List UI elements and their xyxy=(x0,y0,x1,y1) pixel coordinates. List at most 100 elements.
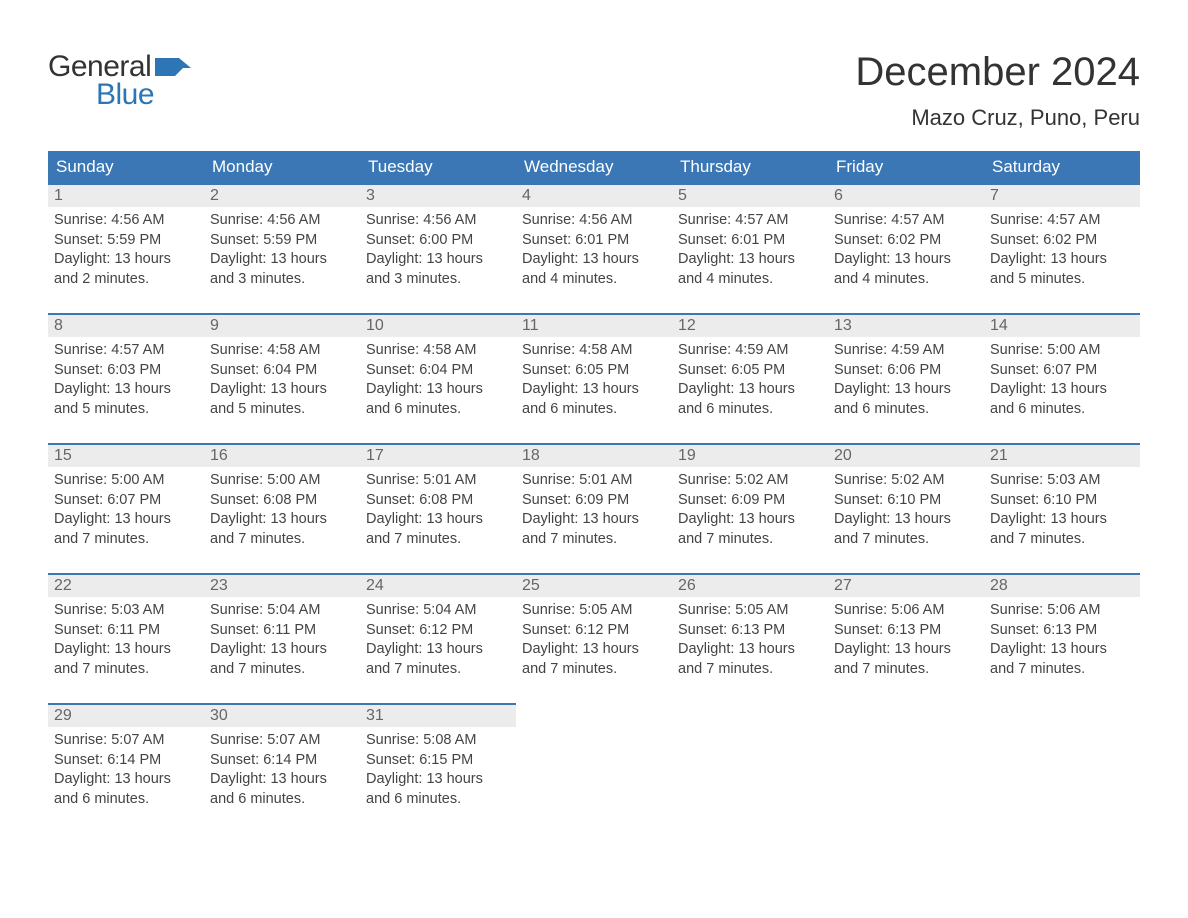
day-number: 12 xyxy=(672,313,828,337)
dl2-line: and 7 minutes. xyxy=(522,660,666,680)
sunset-line: Sunset: 6:01 PM xyxy=(678,231,822,251)
calendar-week-row: 1Sunrise: 4:56 AMSunset: 5:59 PMDaylight… xyxy=(48,183,1140,313)
calendar-table: Sunday Monday Tuesday Wednesday Thursday… xyxy=(48,151,1140,833)
dl2-line: and 7 minutes. xyxy=(990,660,1134,680)
calendar-cell: 26Sunrise: 5:05 AMSunset: 6:13 PMDayligh… xyxy=(672,573,828,703)
month-title: December 2024 xyxy=(855,50,1140,95)
col-saturday: Saturday xyxy=(984,151,1140,183)
dl1-line: Daylight: 13 hours xyxy=(834,250,978,270)
calendar-week-row: 29Sunrise: 5:07 AMSunset: 6:14 PMDayligh… xyxy=(48,703,1140,833)
page-header: General Blue December 2024 Mazo Cruz, Pu… xyxy=(48,50,1140,131)
dl1-line: Daylight: 13 hours xyxy=(678,510,822,530)
calendar-cell: 5Sunrise: 4:57 AMSunset: 6:01 PMDaylight… xyxy=(672,183,828,313)
day-number: 24 xyxy=(360,573,516,597)
dl2-line: and 5 minutes. xyxy=(54,400,198,420)
day-number: 2 xyxy=(204,183,360,207)
day-details: Sunrise: 5:03 AMSunset: 6:10 PMDaylight:… xyxy=(984,467,1140,555)
dl1-line: Daylight: 13 hours xyxy=(366,770,510,790)
weekday-header-row: Sunday Monday Tuesday Wednesday Thursday… xyxy=(48,151,1140,183)
sunset-line: Sunset: 6:15 PM xyxy=(366,751,510,771)
dl2-line: and 7 minutes. xyxy=(834,530,978,550)
sunset-line: Sunset: 6:04 PM xyxy=(366,361,510,381)
sunrise-line: Sunrise: 5:07 AM xyxy=(54,731,198,751)
dl2-line: and 5 minutes. xyxy=(990,270,1134,290)
day-details: Sunrise: 5:02 AMSunset: 6:10 PMDaylight:… xyxy=(828,467,984,555)
sunset-line: Sunset: 6:13 PM xyxy=(678,621,822,641)
calendar-cell xyxy=(828,703,984,833)
sunset-line: Sunset: 6:07 PM xyxy=(990,361,1134,381)
sunrise-line: Sunrise: 5:04 AM xyxy=(366,601,510,621)
dl1-line: Daylight: 13 hours xyxy=(210,770,354,790)
day-number: 25 xyxy=(516,573,672,597)
day-number: 21 xyxy=(984,443,1140,467)
day-number: 28 xyxy=(984,573,1140,597)
dl2-line: and 7 minutes. xyxy=(210,660,354,680)
sunset-line: Sunset: 5:59 PM xyxy=(210,231,354,251)
sunset-line: Sunset: 6:11 PM xyxy=(54,621,198,641)
sunrise-line: Sunrise: 5:00 AM xyxy=(210,471,354,491)
calendar-cell: 10Sunrise: 4:58 AMSunset: 6:04 PMDayligh… xyxy=(360,313,516,443)
calendar-cell: 27Sunrise: 5:06 AMSunset: 6:13 PMDayligh… xyxy=(828,573,984,703)
calendar-cell: 11Sunrise: 4:58 AMSunset: 6:05 PMDayligh… xyxy=(516,313,672,443)
dl2-line: and 6 minutes. xyxy=(366,790,510,810)
brand-logo: General Blue xyxy=(48,50,191,112)
day-details: Sunrise: 5:08 AMSunset: 6:15 PMDaylight:… xyxy=(360,727,516,815)
calendar-cell: 1Sunrise: 4:56 AMSunset: 5:59 PMDaylight… xyxy=(48,183,204,313)
day-number: 13 xyxy=(828,313,984,337)
sunrise-line: Sunrise: 5:01 AM xyxy=(522,471,666,491)
sunrise-line: Sunrise: 4:56 AM xyxy=(54,211,198,231)
day-details: Sunrise: 4:56 AMSunset: 5:59 PMDaylight:… xyxy=(48,207,204,295)
sunset-line: Sunset: 6:08 PM xyxy=(210,491,354,511)
day-number: 20 xyxy=(828,443,984,467)
dl1-line: Daylight: 13 hours xyxy=(54,380,198,400)
day-details: Sunrise: 5:05 AMSunset: 6:12 PMDaylight:… xyxy=(516,597,672,685)
dl1-line: Daylight: 13 hours xyxy=(54,640,198,660)
calendar-week-row: 15Sunrise: 5:00 AMSunset: 6:07 PMDayligh… xyxy=(48,443,1140,573)
col-thursday: Thursday xyxy=(672,151,828,183)
dl1-line: Daylight: 13 hours xyxy=(678,640,822,660)
dl1-line: Daylight: 13 hours xyxy=(54,250,198,270)
day-number: 29 xyxy=(48,703,204,727)
calendar-cell: 4Sunrise: 4:56 AMSunset: 6:01 PMDaylight… xyxy=(516,183,672,313)
sunrise-line: Sunrise: 4:58 AM xyxy=(522,341,666,361)
calendar-cell: 24Sunrise: 5:04 AMSunset: 6:12 PMDayligh… xyxy=(360,573,516,703)
dl1-line: Daylight: 13 hours xyxy=(990,250,1134,270)
sunset-line: Sunset: 6:05 PM xyxy=(678,361,822,381)
sunrise-line: Sunrise: 5:00 AM xyxy=(54,471,198,491)
sunrise-line: Sunrise: 5:06 AM xyxy=(834,601,978,621)
dl1-line: Daylight: 13 hours xyxy=(990,510,1134,530)
day-details: Sunrise: 4:57 AMSunset: 6:02 PMDaylight:… xyxy=(984,207,1140,295)
calendar-cell: 18Sunrise: 5:01 AMSunset: 6:09 PMDayligh… xyxy=(516,443,672,573)
dl1-line: Daylight: 13 hours xyxy=(678,250,822,270)
sunset-line: Sunset: 6:13 PM xyxy=(834,621,978,641)
dl2-line: and 6 minutes. xyxy=(366,400,510,420)
calendar-cell: 19Sunrise: 5:02 AMSunset: 6:09 PMDayligh… xyxy=(672,443,828,573)
day-number: 8 xyxy=(48,313,204,337)
day-number: 5 xyxy=(672,183,828,207)
sunset-line: Sunset: 6:13 PM xyxy=(990,621,1134,641)
dl1-line: Daylight: 13 hours xyxy=(522,510,666,530)
calendar-week-row: 8Sunrise: 4:57 AMSunset: 6:03 PMDaylight… xyxy=(48,313,1140,443)
sunrise-line: Sunrise: 5:03 AM xyxy=(54,601,198,621)
dl1-line: Daylight: 13 hours xyxy=(54,770,198,790)
col-wednesday: Wednesday xyxy=(516,151,672,183)
sunrise-line: Sunrise: 5:00 AM xyxy=(990,341,1134,361)
sunrise-line: Sunrise: 4:56 AM xyxy=(210,211,354,231)
col-tuesday: Tuesday xyxy=(360,151,516,183)
dl1-line: Daylight: 13 hours xyxy=(210,640,354,660)
dl2-line: and 4 minutes. xyxy=(678,270,822,290)
dl1-line: Daylight: 13 hours xyxy=(210,250,354,270)
day-number: 1 xyxy=(48,183,204,207)
calendar-cell: 29Sunrise: 5:07 AMSunset: 6:14 PMDayligh… xyxy=(48,703,204,833)
day-details: Sunrise: 5:04 AMSunset: 6:12 PMDaylight:… xyxy=(360,597,516,685)
day-number: 26 xyxy=(672,573,828,597)
brand-word2: Blue xyxy=(96,78,191,112)
sunset-line: Sunset: 6:00 PM xyxy=(366,231,510,251)
location-subtitle: Mazo Cruz, Puno, Peru xyxy=(855,105,1140,131)
dl1-line: Daylight: 13 hours xyxy=(522,380,666,400)
dl2-line: and 7 minutes. xyxy=(54,660,198,680)
dl2-line: and 7 minutes. xyxy=(366,660,510,680)
sunrise-line: Sunrise: 4:56 AM xyxy=(522,211,666,231)
calendar-cell: 25Sunrise: 5:05 AMSunset: 6:12 PMDayligh… xyxy=(516,573,672,703)
sunrise-line: Sunrise: 5:06 AM xyxy=(990,601,1134,621)
